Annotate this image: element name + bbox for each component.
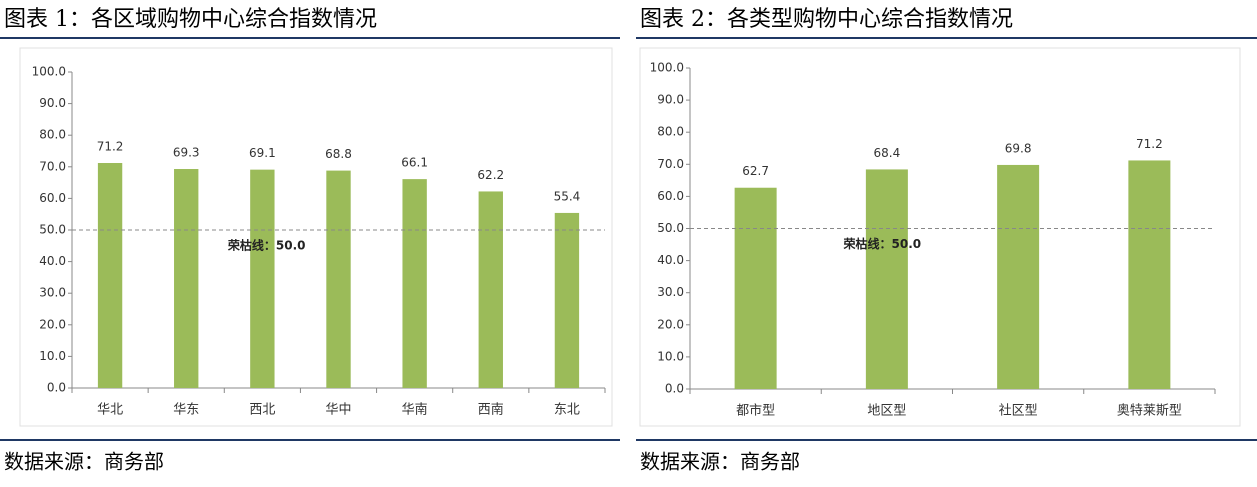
- x-tick-label: 华东: [173, 403, 199, 418]
- chart-frame: [19, 47, 613, 427]
- chart-title: 图表 1：各区域购物中心综合指数情况: [4, 7, 377, 32]
- bar: [554, 212, 580, 388]
- x-tick-label: 华中: [325, 403, 351, 418]
- bar: [478, 191, 503, 388]
- value-label: 71.2: [97, 140, 124, 154]
- value-label: 69.3: [173, 146, 200, 160]
- y-tick-label: 10.0: [657, 349, 684, 363]
- bar: [174, 169, 199, 388]
- y-tick-label: 70.0: [657, 157, 684, 171]
- y-tick-label: 0.0: [47, 381, 66, 395]
- y-tick-label: 80.0: [39, 128, 66, 142]
- value-label: 68.8: [325, 147, 352, 161]
- value-label: 66.1: [401, 156, 428, 170]
- bar: [326, 170, 351, 388]
- y-tick-label: 100.0: [32, 65, 66, 79]
- y-tick-label: 40.0: [39, 254, 66, 268]
- x-tick-label: 地区型: [867, 404, 906, 419]
- y-tick-label: 80.0: [657, 125, 684, 139]
- value-label: 69.8: [1005, 141, 1032, 155]
- bar: [734, 187, 777, 389]
- bar: [97, 163, 123, 388]
- y-tick-label: 10.0: [39, 349, 66, 363]
- bar: [402, 179, 427, 388]
- x-tick-label: 都市型: [736, 403, 775, 419]
- y-tick-label: 50.0: [657, 221, 684, 235]
- x-tick-label: 华南: [402, 402, 428, 418]
- x-tick-label: 西南: [478, 402, 504, 418]
- x-tick-label: 西北: [249, 403, 275, 418]
- source: 数据来源：商务部: [640, 450, 800, 474]
- chart-title: 图表 2：各类型购物中心综合指数情况: [640, 7, 1013, 32]
- y-tick-label: 60.0: [657, 189, 684, 203]
- y-tick-label: 70.0: [39, 159, 66, 173]
- bar: [997, 164, 1040, 389]
- y-tick-label: 30.0: [657, 285, 684, 299]
- x-tick-label: 华北: [97, 403, 123, 418]
- source: 数据来源：商务部: [4, 450, 164, 474]
- x-tick-label: 东北: [554, 403, 580, 418]
- x-tick-label: 社区型: [999, 403, 1038, 419]
- reference-label: 荣枯线：50.0: [227, 238, 306, 253]
- y-tick-label: 100.0: [650, 61, 684, 75]
- value-label: 68.4: [874, 146, 901, 160]
- value-label: 55.4: [554, 189, 581, 203]
- value-label: 71.2: [1136, 137, 1163, 151]
- y-tick-label: 20.0: [39, 317, 66, 331]
- value-label: 62.2: [477, 168, 504, 182]
- y-tick-label: 40.0: [657, 253, 684, 267]
- bar: [865, 169, 908, 389]
- y-tick-label: 50.0: [39, 223, 66, 237]
- value-label: 62.7: [742, 164, 769, 178]
- x-tick-label: 奥特莱斯型: [1117, 404, 1182, 419]
- chart-frame: [639, 47, 1241, 427]
- y-tick-label: 30.0: [39, 286, 66, 300]
- value-label: 69.1: [249, 146, 276, 160]
- bar: [250, 169, 275, 388]
- y-tick-label: 60.0: [39, 191, 66, 205]
- y-tick-label: 90.0: [657, 93, 684, 107]
- reference-label: 荣枯线：50.0: [843, 236, 922, 251]
- y-tick-label: 20.0: [657, 317, 684, 331]
- bar: [1128, 160, 1171, 389]
- y-tick-label: 90.0: [39, 96, 66, 110]
- y-tick-label: 0.0: [665, 382, 684, 396]
